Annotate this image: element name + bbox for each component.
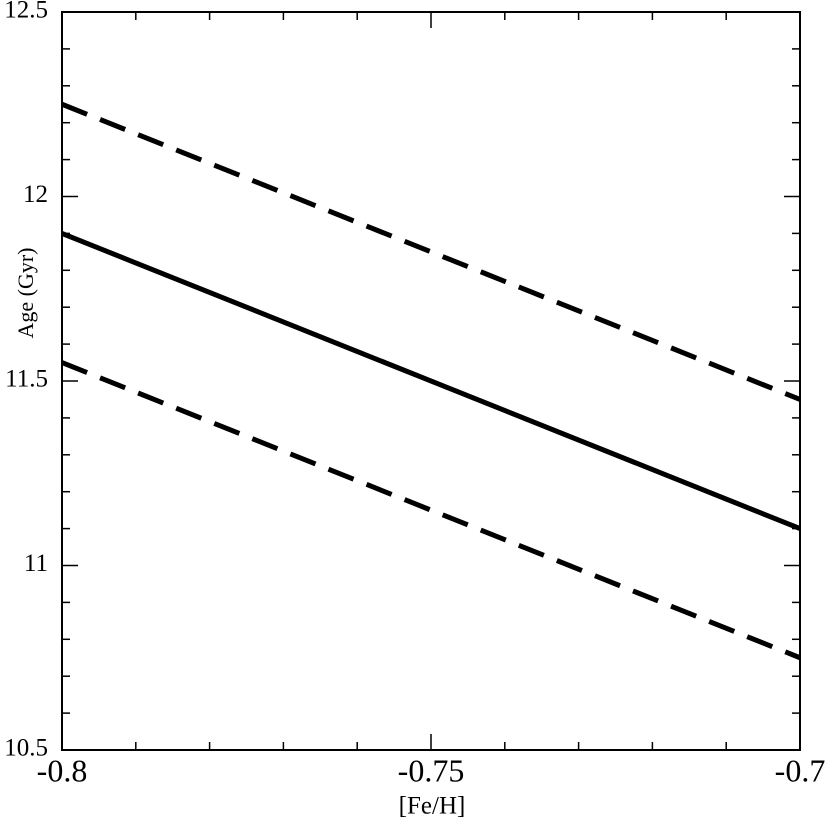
y-tick-label: 12 [23,181,48,208]
line [61,101,801,402]
y-tick-label: 10.5 [4,735,48,762]
x-tick-label: -0.8 [37,752,88,788]
x-tick-label: -0.75 [398,752,465,788]
y-tick-label: 12.5 [4,0,48,24]
x-tick-label: -0.7 [775,752,826,788]
y-tick-label: 11 [24,550,48,577]
line [61,231,801,531]
y-tick-label: 11.5 [5,366,48,393]
x-axis-label: [Fe/H] [399,793,466,820]
y-axis-label: Age (Gyr) [13,247,38,338]
line [61,360,801,661]
